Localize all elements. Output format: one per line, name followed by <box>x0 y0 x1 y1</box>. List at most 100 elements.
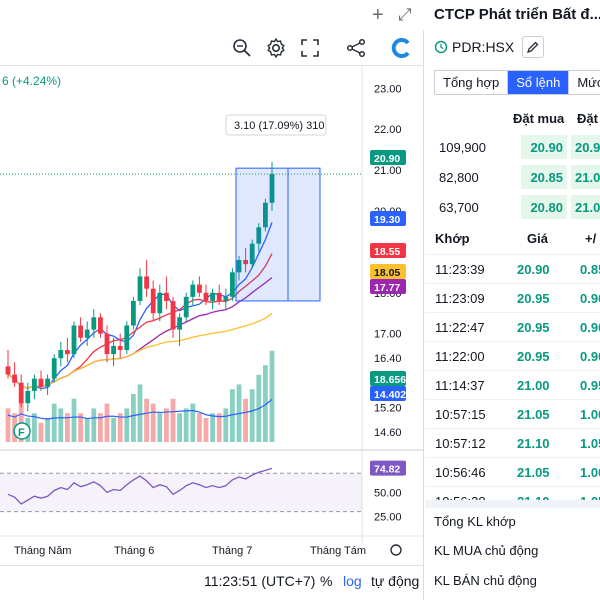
ticker-row: PDR:HSX <box>434 36 545 58</box>
gear-icon[interactable] <box>264 36 288 60</box>
match-change: 0.90 <box>580 291 600 306</box>
volume-bar <box>111 418 116 442</box>
match-price: 21.00 <box>517 378 550 393</box>
price-tag-6 <box>370 386 406 401</box>
measure-box <box>235 167 321 302</box>
match-change: 1.00 <box>580 465 600 480</box>
stock-title: CTCP Phát triển Bất đ... <box>434 6 600 23</box>
bid-volume: 109,900 <box>439 140 486 155</box>
percent-scale-button[interactable]: % <box>320 573 333 589</box>
ask-price: 20.9 <box>571 135 600 159</box>
add-widget-button[interactable]: + <box>372 4 384 26</box>
volume-bar <box>243 398 248 442</box>
volume-bar <box>157 413 163 442</box>
zoom-icon[interactable] <box>230 36 254 60</box>
volume-bar <box>45 418 50 442</box>
match-price: 20.95 <box>517 320 550 335</box>
volume-bar <box>5 408 11 442</box>
auto-scale-button[interactable]: tự động <box>371 573 420 589</box>
price-tag-label: 17.77 <box>374 282 400 294</box>
candle-body <box>124 325 130 351</box>
ask-price: 21.0 <box>571 195 600 219</box>
volume-bar <box>117 413 123 442</box>
price-axis-label: 14.60 <box>374 427 402 439</box>
ticker-symbol[interactable]: PDR:HSX <box>452 39 515 55</box>
order-book-panel: CTCP Phát triển Bất đ... PDR:HSX Tổng hợ… <box>425 0 600 600</box>
match-time: 11:14:37 <box>435 378 485 393</box>
match-row: 11:22:47 20.95 0.90 <box>425 312 600 341</box>
match-time: 10:57:12 <box>435 436 486 451</box>
match-price: 21.05 <box>517 407 550 422</box>
volume-bar <box>263 365 268 442</box>
log-scale-button[interactable]: log <box>343 573 362 589</box>
price-tag-2 <box>370 243 406 258</box>
price-tag-5 <box>370 371 406 386</box>
candle-body <box>45 378 50 387</box>
match-change: 0.90 <box>580 349 600 364</box>
volume-ma-line <box>7 398 273 420</box>
measure-label: 3.10 (17.09%) 310 <box>234 120 325 132</box>
ma-blue-line <box>7 222 273 390</box>
candle-body <box>190 284 196 297</box>
match-row: 10:57:15 21.05 1.00 <box>425 399 600 428</box>
volume-bar <box>78 413 83 442</box>
price-tag-label: 18.656M <box>374 374 415 386</box>
candle-body <box>25 390 31 404</box>
volume-bar <box>210 413 215 442</box>
candle-body <box>65 350 70 355</box>
measure-label-box <box>225 114 327 136</box>
candle-body <box>249 243 255 265</box>
rsi-band <box>0 473 362 512</box>
candle-body <box>223 296 229 301</box>
candle-body <box>177 317 182 330</box>
match-change: 0.90 <box>580 320 600 335</box>
time-axis-label: Tháng 7 <box>212 545 252 557</box>
rsi-tag-label: 74.82 <box>374 464 400 476</box>
bid-price: 20.85 <box>521 165 567 189</box>
sell-header: Đặt <box>577 111 598 126</box>
tab-order-book[interactable]: Sổ lệnh <box>508 71 570 94</box>
volume-bar <box>230 389 235 442</box>
edit-button[interactable] <box>522 36 545 58</box>
price-axis-label: 21.00 <box>374 165 402 177</box>
fullscreen-icon[interactable] <box>298 36 322 60</box>
candle-body <box>38 378 44 387</box>
price-tag-4 <box>370 279 406 294</box>
share-icon[interactable] <box>344 36 368 60</box>
tab-summary[interactable]: Tổng hợp <box>435 71 509 94</box>
match-time: 11:23:09 <box>435 291 485 306</box>
match-price: 21.10 <box>517 436 550 451</box>
panel-divider <box>425 500 600 508</box>
price-tag-label: 19.30 <box>374 214 400 226</box>
chart-toolbar <box>0 30 424 66</box>
chart-canvas[interactable]: 23.0022.0021.0020.0019.0018.0017.0016.40… <box>0 66 424 564</box>
candle-body <box>157 292 163 314</box>
axis-settings-icon <box>390 544 402 556</box>
candle-body <box>216 292 222 301</box>
price-chart[interactable]: 23.0022.0021.0020.0019.0018.0017.0016.40… <box>0 66 424 564</box>
rsi-tag <box>370 460 406 476</box>
volume-bar <box>177 413 182 442</box>
candle-body <box>236 260 242 273</box>
expand-icon[interactable]: ⤢ <box>398 5 412 24</box>
match-row: 11:23:39 20.90 0.85 <box>425 254 600 283</box>
match-time: 11:22:00 <box>435 349 485 364</box>
volume-bar <box>223 408 229 442</box>
tab-levels[interactable]: Mức <box>577 75 600 90</box>
candle-body <box>117 345 123 351</box>
match-change-header: +/ <box>585 231 597 246</box>
match-time: 10:57:15 <box>435 407 486 422</box>
volume-bar <box>65 413 70 442</box>
order-book-header: Đặt mua Đặt <box>425 108 600 130</box>
volume-bar <box>170 398 176 442</box>
pencil-icon <box>527 41 539 54</box>
clock-icon <box>434 40 448 54</box>
candle-body <box>170 300 176 330</box>
order-book-row: 109,900 20.90 20.9 <box>425 132 600 162</box>
candle-body <box>256 227 262 244</box>
volume-bar <box>51 403 57 442</box>
volume-bar <box>98 413 103 442</box>
match-price: 20.90 <box>517 262 550 277</box>
brand-logo-icon[interactable] <box>390 36 414 60</box>
price-tag-label: 18.55 <box>374 246 400 258</box>
